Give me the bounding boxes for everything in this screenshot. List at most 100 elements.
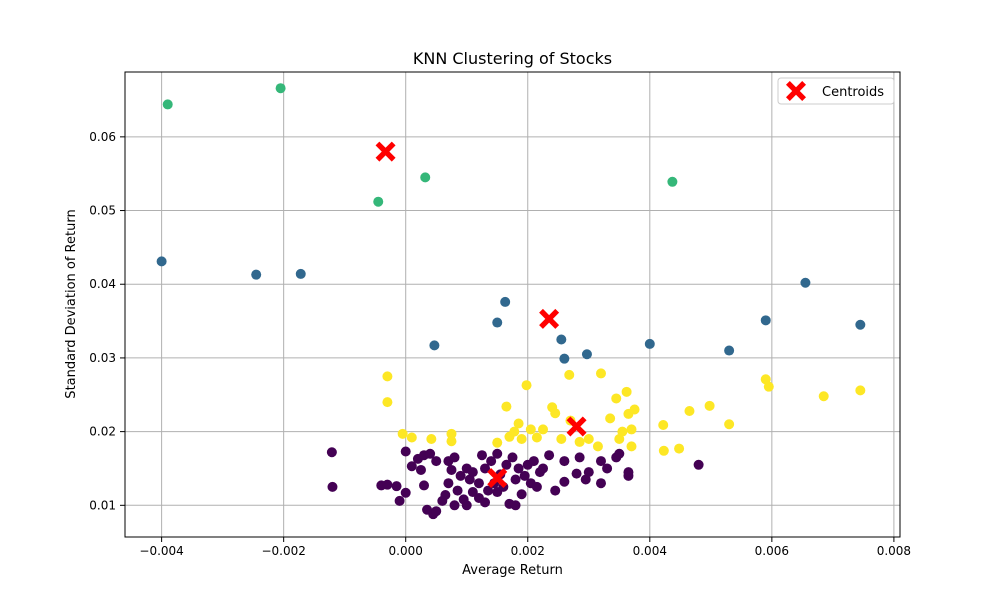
data-point-cluster-0	[467, 467, 478, 478]
data-point-cluster-3	[525, 424, 536, 435]
x-tick-label: 0.006	[755, 544, 789, 558]
x-tick-label: 0.002	[511, 544, 545, 558]
x-axis-label: Average Return	[462, 563, 563, 578]
y-tick-label: 0.06	[89, 130, 116, 144]
data-point-cluster-3	[684, 405, 695, 416]
data-point-cluster-1	[492, 317, 503, 328]
data-point-cluster-3	[674, 443, 685, 454]
data-point-cluster-0	[473, 478, 484, 489]
data-point-cluster-0	[510, 474, 521, 485]
data-point-cluster-1	[559, 353, 570, 364]
data-point-cluster-3	[704, 400, 715, 411]
x-tick-label: 0.004	[633, 544, 667, 558]
data-point-cluster-3	[382, 397, 393, 408]
data-point-cluster-2	[162, 99, 173, 110]
y-tick-label: 0.03	[89, 351, 116, 365]
data-point-cluster-0	[461, 500, 472, 511]
data-point-cluster-0	[480, 463, 491, 474]
data-point-cluster-3	[516, 433, 527, 444]
centroid-markers	[375, 141, 587, 489]
data-point-cluster-1	[500, 296, 511, 307]
data-point-cluster-0	[476, 450, 487, 461]
data-point-cluster-0	[446, 464, 457, 475]
data-point-cluster-0	[440, 489, 451, 500]
data-point-cluster-3	[556, 433, 567, 444]
data-point-cluster-0	[571, 468, 582, 479]
data-point-cluster-2	[667, 176, 678, 187]
data-point-cluster-3	[513, 418, 524, 429]
data-point-cluster-2	[420, 172, 431, 183]
data-point-cluster-1	[429, 340, 440, 351]
data-point-cluster-3	[583, 433, 594, 444]
data-point-cluster-0	[623, 467, 634, 478]
data-point-cluster-0	[528, 456, 539, 467]
data-point-cluster-0	[595, 478, 606, 489]
data-point-cluster-0	[513, 463, 524, 474]
data-point-cluster-3	[492, 437, 503, 448]
data-point-cluster-3	[446, 436, 457, 447]
data-point-cluster-3	[592, 441, 603, 452]
data-point-cluster-1	[156, 256, 167, 267]
data-point-cluster-1	[760, 315, 771, 326]
x-axis-ticks: −0.004 −0.002 0.000 0.002 0.004 0.006 0.008	[139, 537, 911, 558]
legend-centroids-label: Centroids	[822, 85, 884, 100]
data-point-cluster-0	[544, 450, 555, 461]
y-axis-ticks: 0.01 0.02 0.03 0.04 0.05 0.06	[89, 130, 125, 512]
x-tick-label: −0.004	[139, 544, 183, 558]
centroid-marker	[375, 141, 396, 162]
data-point-cluster-0	[443, 478, 454, 489]
legend: Centroids	[777, 77, 895, 105]
data-point-cluster-0	[595, 456, 606, 467]
x-tick-label: −0.002	[261, 544, 305, 558]
data-point-cluster-0	[326, 447, 337, 458]
data-point-cluster-3	[621, 386, 632, 397]
data-point-cluster-3	[763, 381, 774, 392]
data-point-cluster-1	[800, 277, 811, 288]
legend-box	[777, 77, 895, 105]
data-point-cluster-3	[595, 368, 606, 379]
centroid-marker	[539, 308, 560, 329]
data-point-cluster-0	[538, 463, 549, 474]
data-point-cluster-0	[507, 452, 518, 463]
y-axis-label: Standard Deviation of Return	[64, 209, 79, 398]
y-tick-label: 0.05	[89, 204, 116, 218]
data-point-cluster-2	[275, 83, 286, 94]
data-point-cluster-3	[538, 424, 549, 435]
data-point-cluster-0	[486, 456, 497, 467]
data-point-cluster-0	[400, 446, 411, 457]
data-point-cluster-3	[818, 391, 829, 402]
data-point-cluster-3	[531, 432, 542, 443]
centroid-marker	[487, 468, 508, 489]
data-point-cluster-0	[382, 479, 393, 490]
data-point-cluster-3	[626, 424, 637, 435]
data-point-cluster-0	[480, 497, 491, 508]
legend-centroid-cross	[786, 81, 806, 101]
data-point-cluster-0	[400, 487, 411, 498]
data-point-cluster-0	[455, 470, 466, 481]
data-point-cluster-3	[564, 369, 575, 380]
data-point-cluster-0	[449, 452, 460, 463]
data-point-cluster-3	[611, 393, 622, 404]
data-point-cluster-0	[391, 481, 402, 492]
data-point-cluster-0	[394, 495, 405, 506]
data-point-cluster-3	[446, 428, 457, 439]
data-points	[156, 83, 866, 520]
data-point-cluster-3	[509, 426, 520, 437]
data-point-cluster-0	[559, 456, 570, 467]
data-point-cluster-1	[581, 349, 592, 360]
data-point-cluster-0	[425, 448, 436, 459]
data-point-cluster-0	[602, 463, 613, 474]
data-point-cluster-0	[431, 506, 442, 517]
data-point-cluster-0	[550, 485, 561, 496]
data-point-cluster-1	[724, 345, 735, 356]
data-point-cluster-0	[483, 485, 494, 496]
data-point-cluster-0	[559, 476, 570, 487]
data-point-cluster-3	[855, 385, 866, 396]
data-point-cluster-3	[397, 428, 408, 439]
centroid-marker	[566, 416, 587, 437]
data-point-cluster-0	[574, 452, 585, 463]
data-point-cluster-0	[431, 456, 442, 467]
data-point-cluster-0	[452, 485, 463, 496]
